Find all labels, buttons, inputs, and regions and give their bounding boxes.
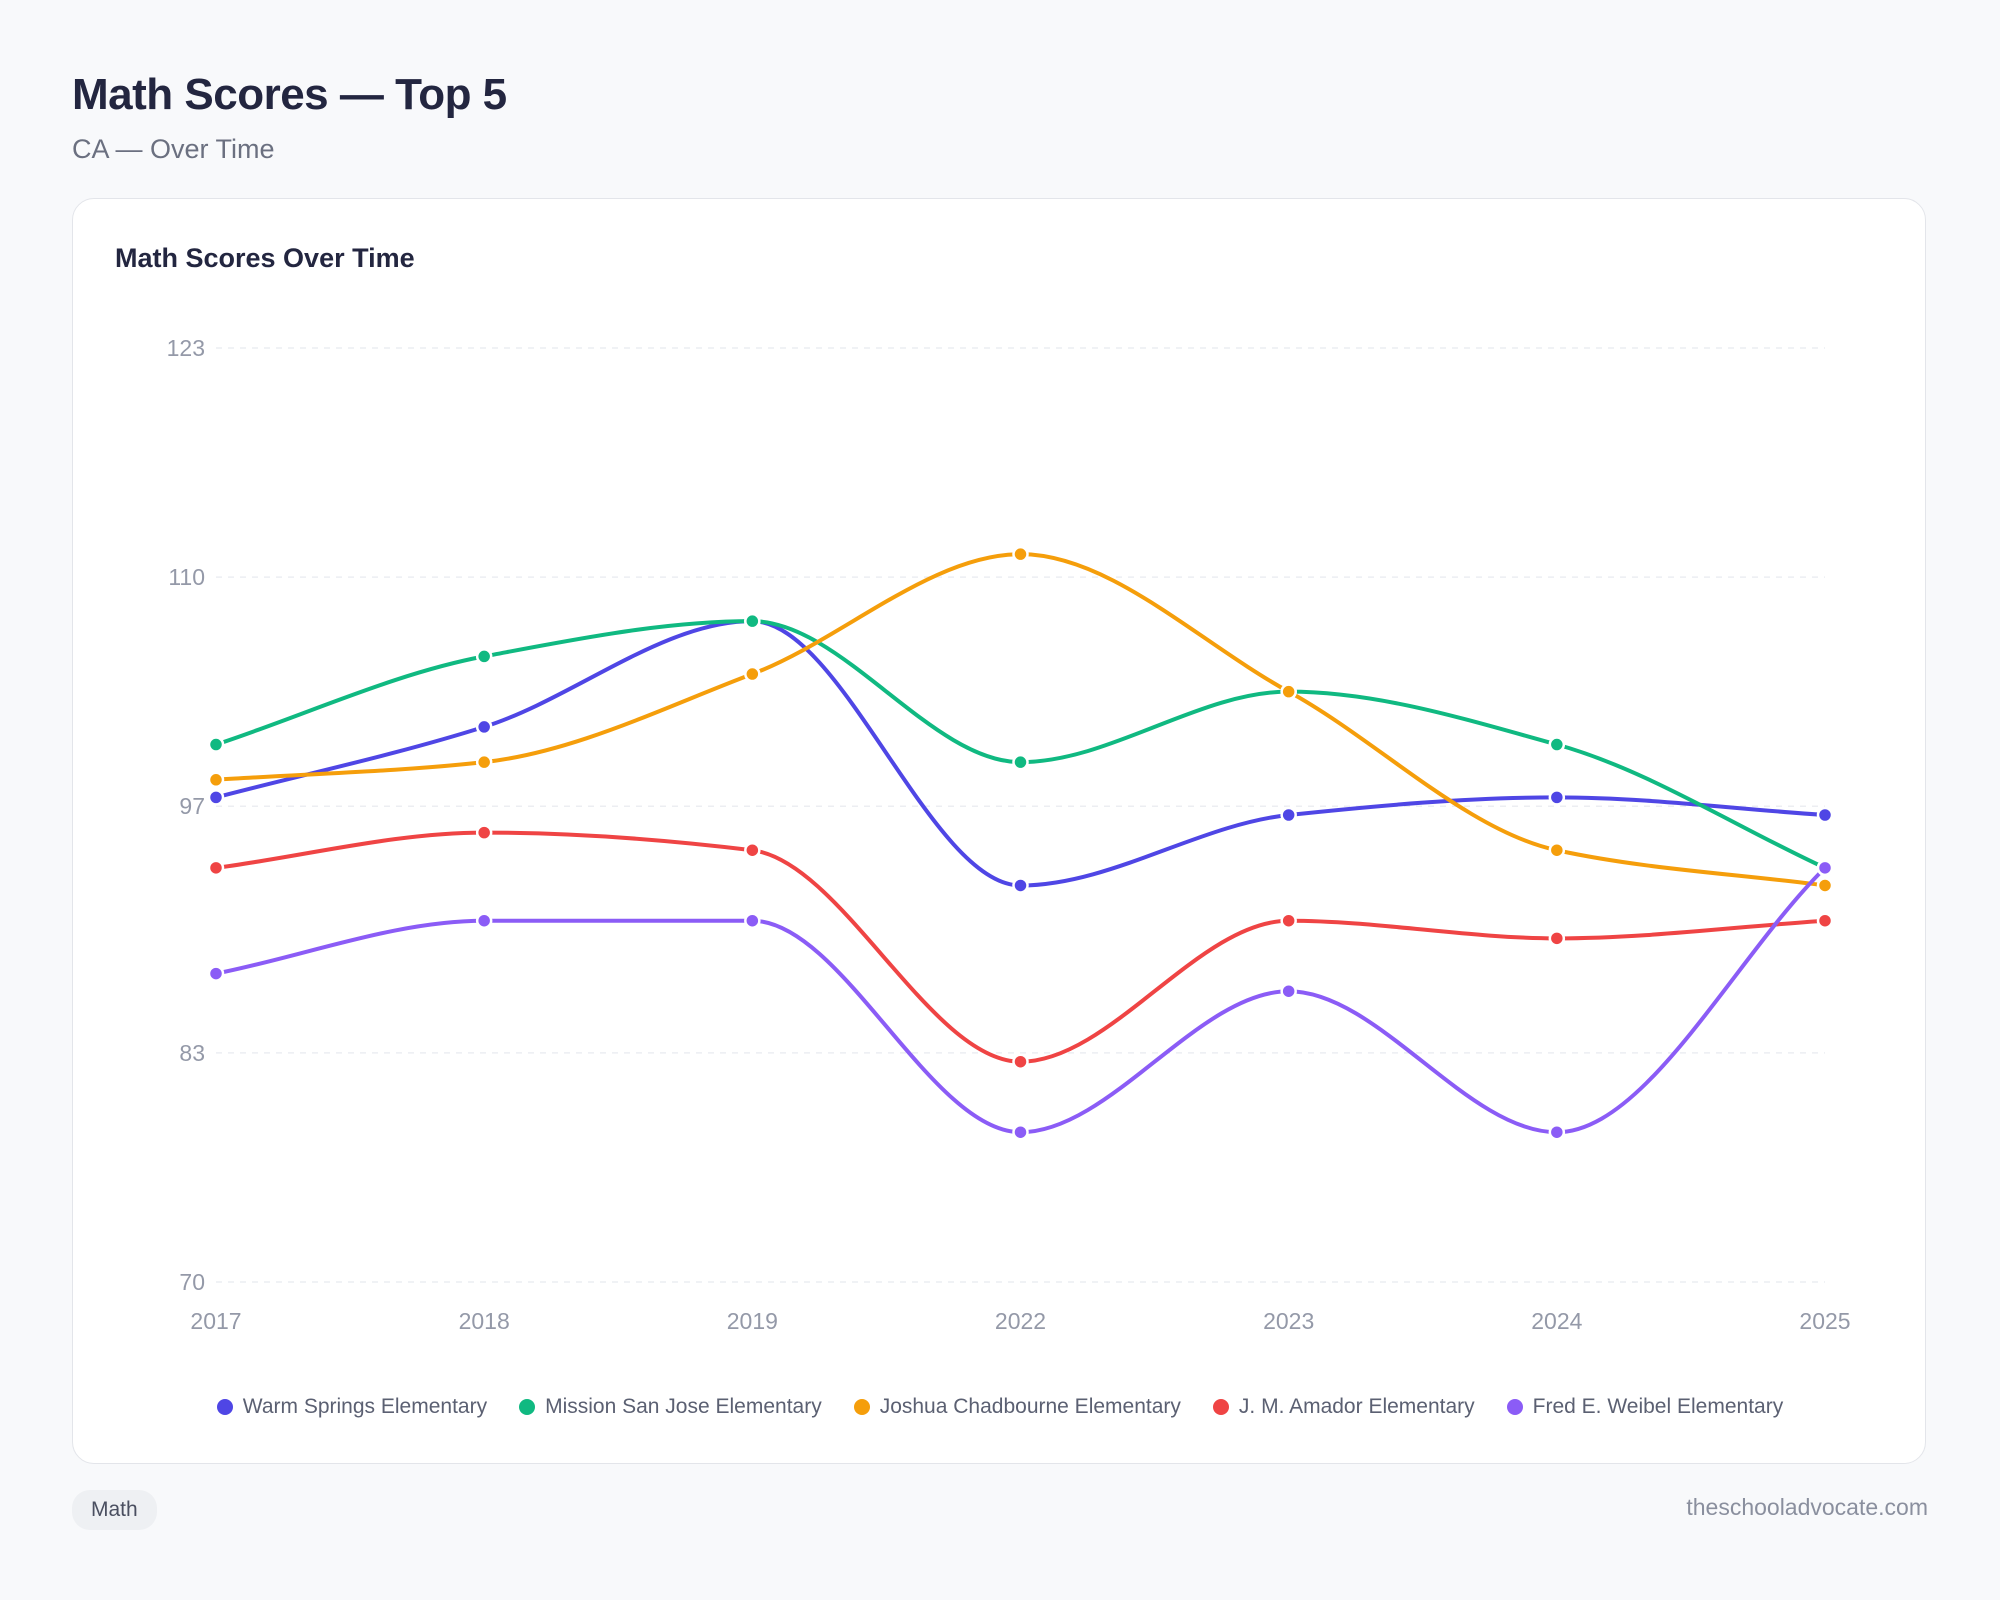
x-tick-label: 2019 [727, 1308, 778, 1334]
y-tick-label: 110 [168, 564, 205, 590]
series-line-3 [214, 552, 1827, 888]
x-tick-label: 2018 [459, 1308, 510, 1334]
data-point[interactable] [207, 789, 225, 806]
data-point[interactable] [1012, 545, 1029, 563]
data-point[interactable] [207, 771, 225, 789]
series-line-4 [214, 830, 1827, 1064]
data-point[interactable] [1816, 806, 1834, 824]
legend-color-dot [1212, 1399, 1229, 1415]
y-tick-label: 83 [179, 1040, 205, 1066]
x-tick-label: 2025 [1799, 1308, 1850, 1334]
x-tick-label: 2022 [995, 1308, 1046, 1334]
data-point[interactable] [475, 718, 493, 736]
subject-tag[interactable]: Math [72, 1490, 157, 1530]
data-point[interactable] [744, 912, 761, 929]
data-point[interactable] [1548, 930, 1566, 947]
y-tick-label: 123 [167, 335, 205, 361]
chart-legend: Warm Springs Elementary Mission San Jose … [73, 1395, 1927, 1419]
data-point[interactable] [1280, 806, 1297, 824]
legend-label: Warm Springs Elementary [242, 1395, 488, 1418]
data-point[interactable] [744, 612, 761, 630]
series-line-5 [214, 865, 1827, 1135]
source-link[interactable]: theschooladvocate.com [1686, 1494, 1928, 1520]
legend-label: Joshua Chadbourne Elementary [879, 1395, 1181, 1418]
data-point[interactable] [1012, 877, 1029, 894]
page-subtitle: CA — Over Time [72, 134, 275, 164]
data-point[interactable] [1548, 1123, 1566, 1141]
legend-item[interactable]: Fred E. Weibel Elementary [1506, 1395, 1784, 1419]
line-chart: 70 83 97 110 123 2017 2018 2019 2022 2023 2024 2025 [167, 335, 1851, 1334]
x-tick-label: 2023 [1263, 1308, 1314, 1334]
legend-item[interactable]: Mission San Jose Elementary [519, 1395, 822, 1419]
data-point[interactable] [1012, 753, 1029, 771]
legend-label: J. M. Amador Elementary [1238, 1395, 1475, 1418]
data-point[interactable] [475, 753, 493, 771]
legend-color-dot [1506, 1399, 1523, 1415]
data-point[interactable] [1280, 982, 1297, 1000]
y-tick-label: 70 [179, 1269, 205, 1295]
legend-color-dot [216, 1399, 233, 1415]
legend-color-dot [853, 1399, 870, 1415]
data-point[interactable] [1280, 912, 1297, 929]
data-point[interactable] [207, 736, 225, 753]
data-point[interactable] [1548, 736, 1566, 753]
legend-item[interactable]: J. M. Amador Elementary [1212, 1395, 1475, 1419]
legend-color-dot [519, 1399, 536, 1415]
data-point[interactable] [475, 824, 493, 841]
x-tick-label: 2017 [190, 1308, 241, 1334]
data-point[interactable] [1816, 912, 1834, 929]
data-point[interactable] [475, 912, 493, 929]
legend-item[interactable]: Joshua Chadbourne Elementary [853, 1395, 1181, 1419]
data-point[interactable] [744, 665, 761, 683]
data-point[interactable] [744, 841, 761, 859]
data-point[interactable] [1012, 1053, 1029, 1070]
data-point[interactable] [207, 965, 225, 982]
x-tick-label: 2024 [1531, 1308, 1582, 1334]
page-title: Math Scores — Top 5 [72, 70, 507, 119]
data-point[interactable] [475, 648, 493, 665]
series-line-2 [214, 619, 1827, 870]
data-point[interactable] [1816, 859, 1834, 877]
legend-item[interactable]: Warm Springs Elementary [216, 1395, 488, 1419]
legend-label: Mission San Jose Elementary [545, 1395, 822, 1418]
y-tick-label: 97 [179, 793, 205, 819]
data-point[interactable] [1548, 789, 1566, 806]
data-point[interactable] [1548, 841, 1566, 859]
data-point[interactable] [1012, 1123, 1029, 1141]
legend-label: Fred E. Weibel Elementary [1532, 1395, 1784, 1418]
data-point[interactable] [207, 859, 225, 877]
chart-card: Math Scores Over Time 70 83 97 110 123 2017 20… [72, 198, 1926, 1464]
data-point[interactable] [1280, 683, 1297, 700]
data-point[interactable] [1816, 877, 1834, 894]
chart-title: Math Scores Over Time [115, 243, 415, 273]
